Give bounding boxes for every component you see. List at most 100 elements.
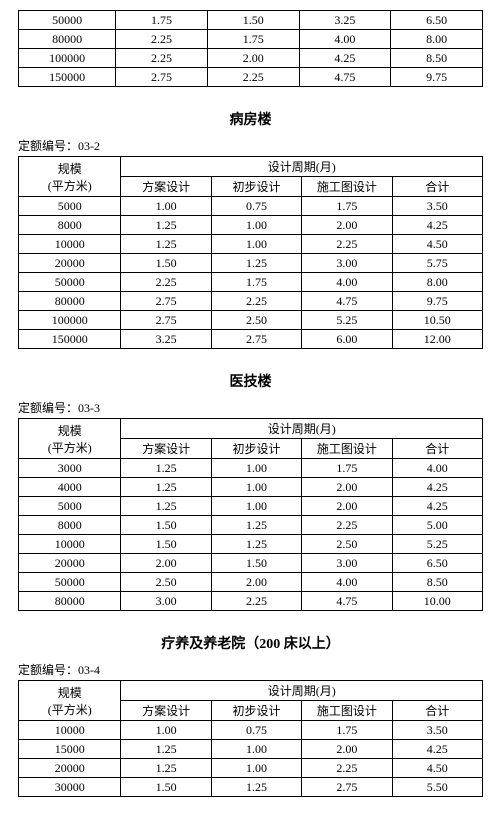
table-cell: 1.25 <box>121 459 211 478</box>
table-cell: 9.75 <box>391 68 483 87</box>
table-header-row: 规模(平方米)设计周期(月) <box>19 419 483 439</box>
table-cell: 9.75 <box>392 292 482 311</box>
table-cell: 3.00 <box>121 592 211 611</box>
table-row: 1000002.752.505.2510.50 <box>19 311 483 330</box>
table-cell: 100000 <box>19 49 116 68</box>
scale-header: 规模(平方米) <box>19 681 121 721</box>
code-label: 定额编号：03-2 <box>18 137 483 154</box>
table-cell: 50000 <box>19 11 116 30</box>
page-content: 500001.751.503.256.50800002.251.754.008.… <box>18 10 483 797</box>
table-row: 200001.501.253.005.75 <box>19 254 483 273</box>
table-cell: 2.75 <box>211 330 301 349</box>
table-cell: 5.25 <box>392 535 482 554</box>
table-cell: 1.25 <box>121 759 211 778</box>
table-row: 40001.251.002.004.25 <box>19 478 483 497</box>
table-cell: 1.00 <box>211 759 301 778</box>
table-cell: 10.00 <box>392 592 482 611</box>
table-cell: 5000 <box>19 497 121 516</box>
table-cell: 1.00 <box>211 478 301 497</box>
table-row: 100001.251.002.254.50 <box>19 235 483 254</box>
table-cell: 1.25 <box>211 254 301 273</box>
table-row: 500001.751.503.256.50 <box>19 11 483 30</box>
table-cell: 2.25 <box>302 516 392 535</box>
table-cell: 8.00 <box>392 273 482 292</box>
table-cell: 1.00 <box>211 497 301 516</box>
table-cell: 5000 <box>19 197 121 216</box>
column-header: 合计 <box>392 701 482 721</box>
table-cell: 2.00 <box>302 478 392 497</box>
column-header: 施工图设计 <box>302 439 392 459</box>
table-cell: 1.75 <box>211 273 301 292</box>
table-cell: 20000 <box>19 554 121 573</box>
table-cell: 5.25 <box>302 311 392 330</box>
table-cell: 1.75 <box>302 721 392 740</box>
table-cell: 4.25 <box>392 740 482 759</box>
table-cell: 2.75 <box>121 292 211 311</box>
table-cell: 1.00 <box>121 721 211 740</box>
table-cell: 1.50 <box>121 254 211 273</box>
table-cell: 8000 <box>19 216 121 235</box>
table-cell: 1.25 <box>211 535 301 554</box>
table-cell: 6.00 <box>302 330 392 349</box>
table-cell: 10000 <box>19 535 121 554</box>
table-cell: 30000 <box>19 778 121 797</box>
table-cell: 10000 <box>19 721 121 740</box>
table-cell: 80000 <box>19 292 121 311</box>
table-cell: 3.50 <box>392 721 482 740</box>
column-header: 方案设计 <box>121 701 211 721</box>
period-header: 设计周期(月) <box>121 157 483 177</box>
section-title: 疗养及养老院（200 床以上） <box>18 633 483 653</box>
table-cell: 12.00 <box>392 330 482 349</box>
table-cell: 15000 <box>19 740 121 759</box>
table-cell: 150000 <box>19 330 121 349</box>
table-cell: 8.50 <box>392 573 482 592</box>
code-label: 定额编号：03-3 <box>18 399 483 416</box>
table-cell: 8000 <box>19 516 121 535</box>
table-cell: 1.25 <box>121 235 211 254</box>
table-row: 300001.501.252.755.50 <box>19 778 483 797</box>
table-cell: 4.75 <box>299 68 391 87</box>
table-cell: 4.00 <box>392 459 482 478</box>
data-table: 规模(平方米)设计周期(月)方案设计初步设计施工图设计合计100001.000.… <box>18 680 483 797</box>
table-cell: 1.75 <box>116 11 208 30</box>
column-header: 施工图设计 <box>302 177 392 197</box>
table-cell: 2.00 <box>302 216 392 235</box>
table-cell: 2.75 <box>302 778 392 797</box>
code-label: 定额编号：03-4 <box>18 661 483 678</box>
table-cell: 2.00 <box>302 497 392 516</box>
table-cell: 4.00 <box>302 573 392 592</box>
table-cell: 4.50 <box>392 235 482 254</box>
section-title: 病房楼 <box>18 109 483 129</box>
table-row: 200001.251.002.254.50 <box>19 759 483 778</box>
table-cell: 4.00 <box>299 30 391 49</box>
table-cell: 5.50 <box>392 778 482 797</box>
table-row: 30001.251.001.754.00 <box>19 459 483 478</box>
table-cell: 1.00 <box>211 235 301 254</box>
column-header: 方案设计 <box>121 177 211 197</box>
table-row: 150001.251.002.004.25 <box>19 740 483 759</box>
table-row: 50001.251.002.004.25 <box>19 497 483 516</box>
table-cell: 2.25 <box>121 273 211 292</box>
table-cell: 2.00 <box>302 740 392 759</box>
table-cell: 6.50 <box>392 554 482 573</box>
table-cell: 1.25 <box>121 740 211 759</box>
table-cell: 1.75 <box>302 197 392 216</box>
table-cell: 2.50 <box>302 535 392 554</box>
table-cell: 3.00 <box>302 554 392 573</box>
table-cell: 4.00 <box>302 273 392 292</box>
data-table: 规模(平方米)设计周期(月)方案设计初步设计施工图设计合计50001.000.7… <box>18 156 483 349</box>
table-row: 1500002.752.254.759.75 <box>19 68 483 87</box>
table-cell: 80000 <box>19 30 116 49</box>
table-cell: 4.50 <box>392 759 482 778</box>
table-cell: 1.50 <box>207 11 299 30</box>
table-cell: 2.00 <box>211 573 301 592</box>
table-cell: 3.25 <box>299 11 391 30</box>
table-cell: 1.00 <box>121 197 211 216</box>
column-header: 初步设计 <box>211 439 301 459</box>
table-cell: 10000 <box>19 235 121 254</box>
column-header: 施工图设计 <box>302 701 392 721</box>
period-header: 设计周期(月) <box>121 681 483 701</box>
table-cell: 150000 <box>19 68 116 87</box>
table-cell: 1.25 <box>211 516 301 535</box>
column-header: 初步设计 <box>211 701 301 721</box>
